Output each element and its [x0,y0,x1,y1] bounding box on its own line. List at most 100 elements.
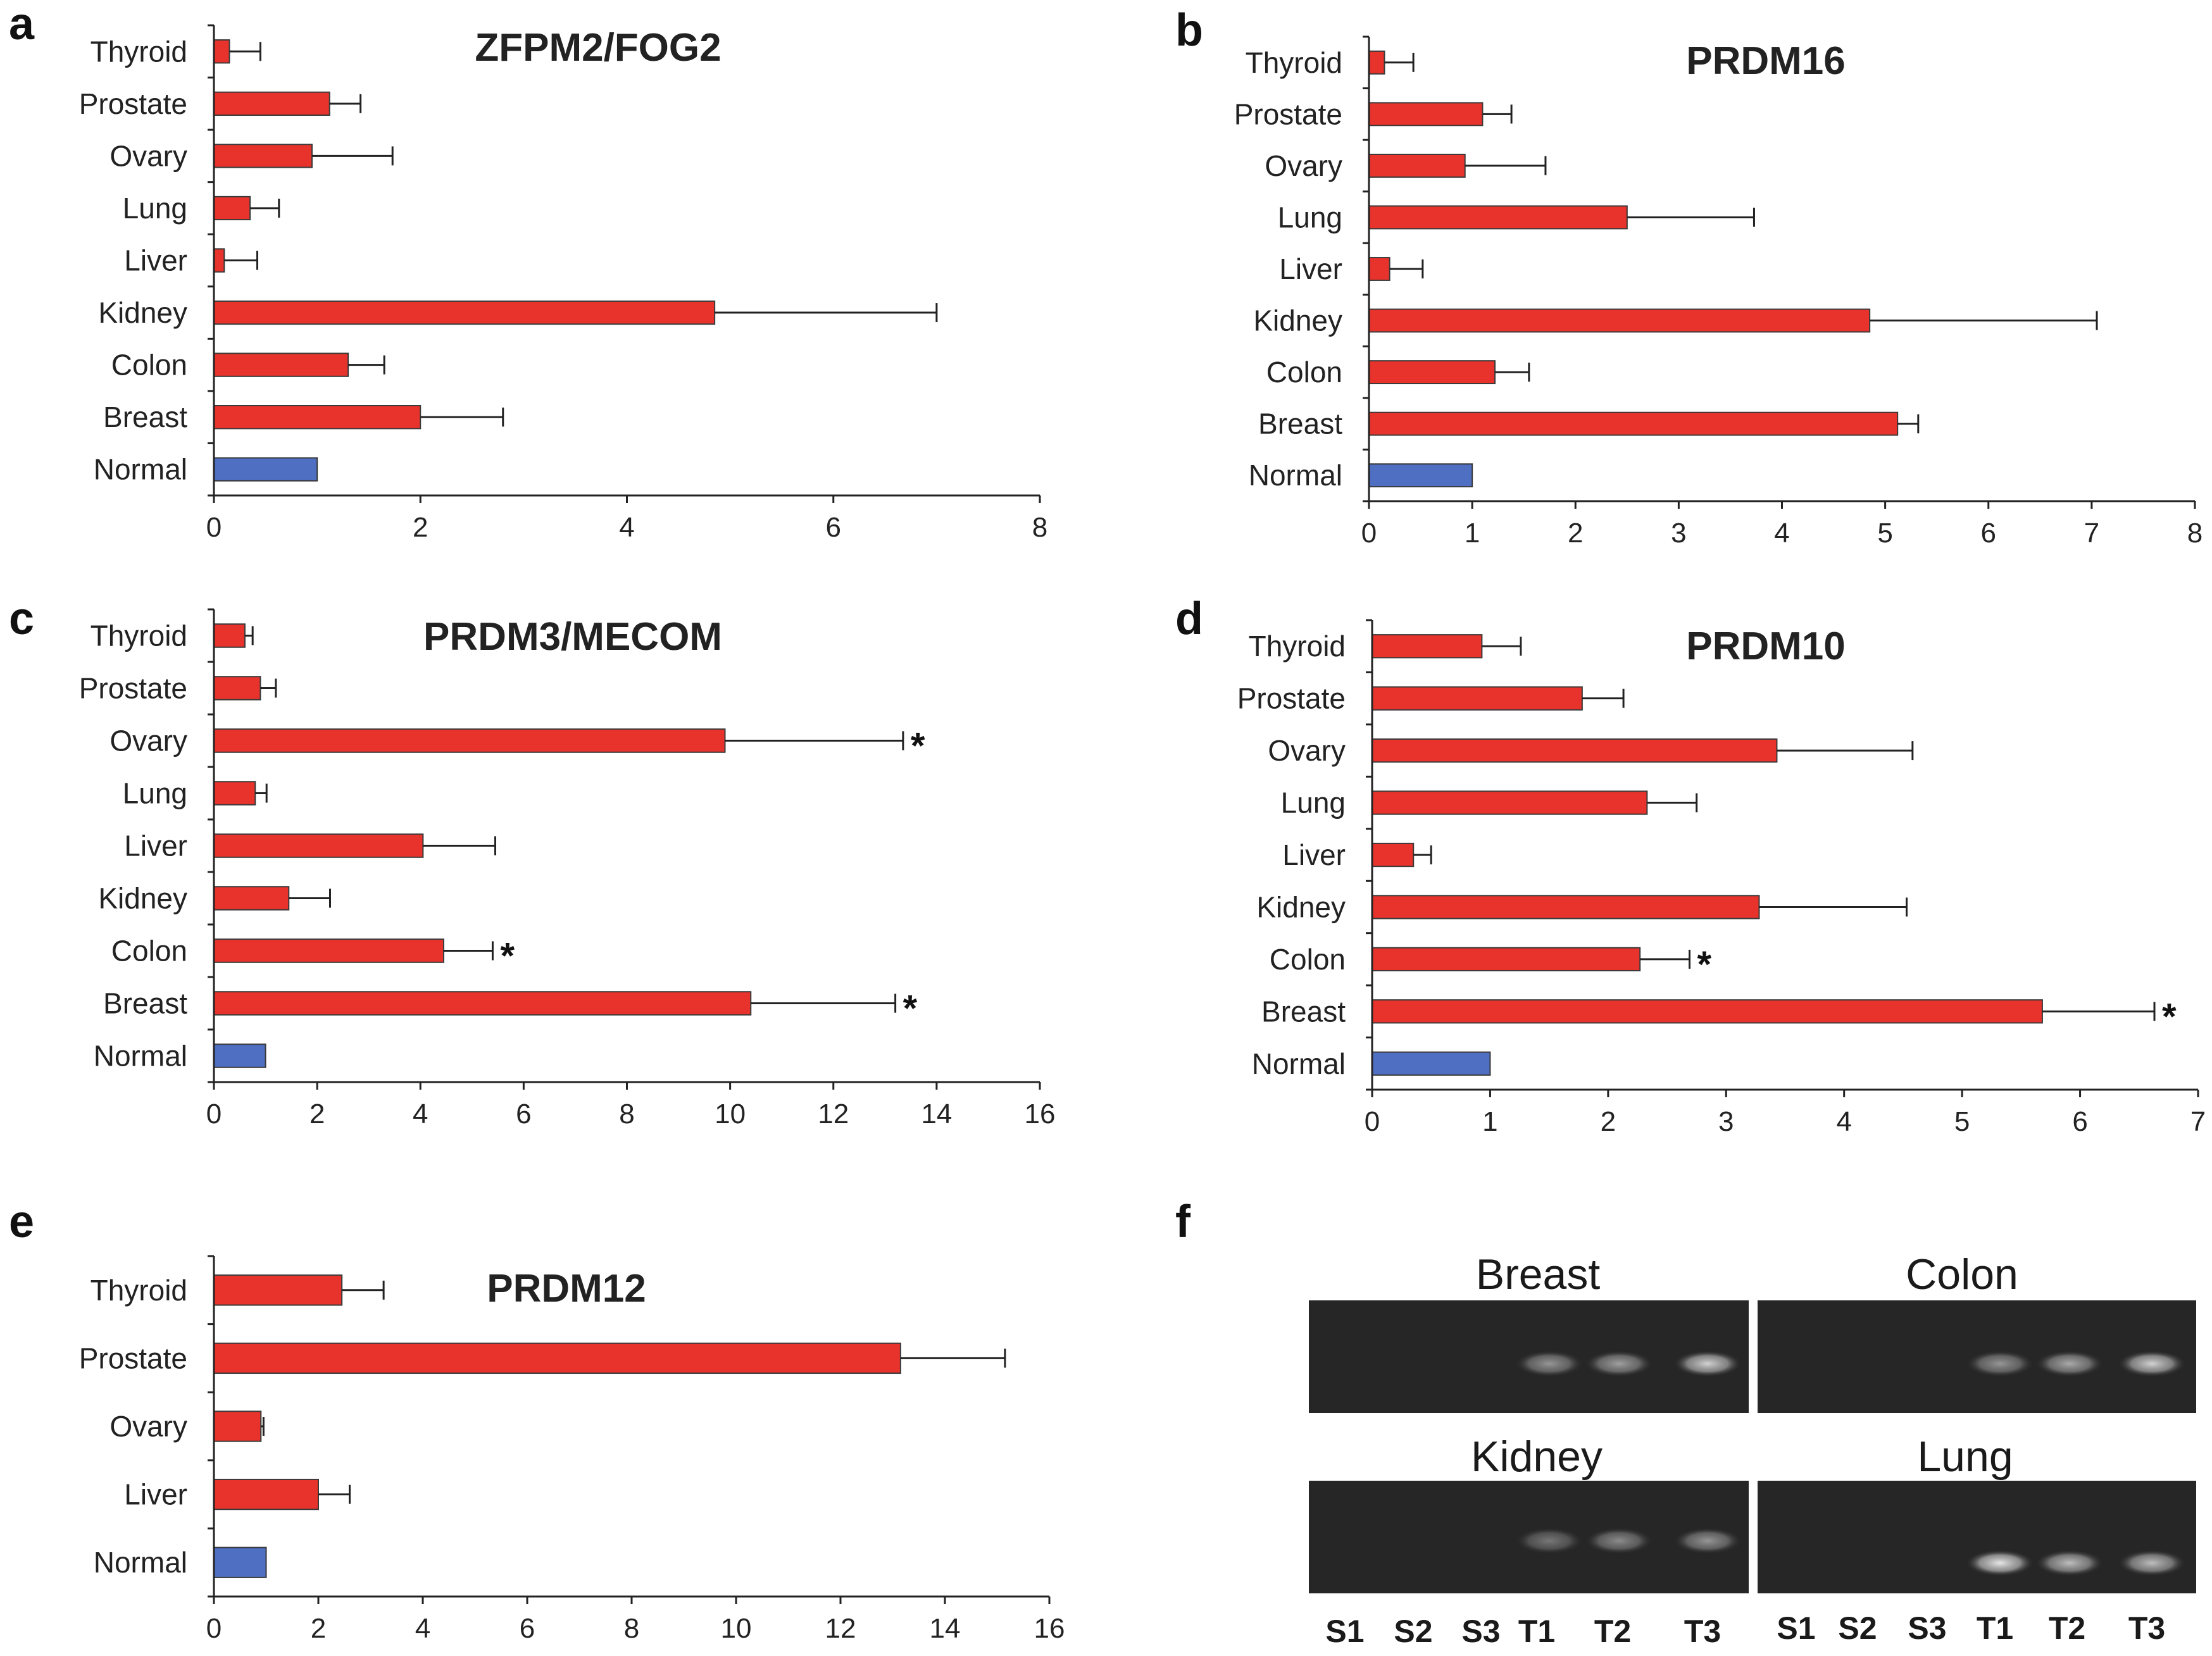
bar [213,886,290,911]
x-tick-label: 12 [825,1613,856,1644]
bar [213,623,246,648]
chart-panel-d: d PRDM10 Thyroid Prostate Ovary Lung Liver Kidn… [1175,594,2206,1137]
x-tick-label: 6 [1981,518,1996,549]
lane-label: T1 [1977,1610,2013,1646]
category-label: Colon [1266,356,1342,389]
bar [213,938,444,963]
category-label: Kidney [98,882,187,915]
panel-letter: b [1175,5,1203,56]
bar [213,144,313,168]
significance-mark: * [500,936,515,977]
category-label: Breast [1258,408,1342,440]
bar [213,1547,267,1578]
category-label: Colon [111,935,187,968]
bar [1372,842,1415,868]
chart-title: PRDM16 [1686,39,1846,83]
bar [1368,360,1496,385]
category-label: Ovary [1268,734,1346,767]
chart-panel-c: c PRDM3/MECOM Thyroid Prostate Ovary * Lung Liv… [9,594,1055,1130]
panel-letter: a [9,0,35,49]
x-tick-label: 8 [1032,512,1047,543]
lane-label: S1 [1325,1614,1364,1649]
bar [213,248,225,273]
x-tick-label: 10 [721,1613,752,1644]
gel-band [1673,1528,1742,1554]
x-tick-label: 6 [826,512,841,543]
category-label: Prostate [79,87,187,120]
category-label: Colon [1270,943,1346,976]
bar [213,352,349,377]
x-tick-label: 8 [619,1099,634,1130]
category-label: Prostate [1234,97,1342,130]
category-label: Kidney [1256,890,1346,923]
bar [213,39,230,64]
x-tick-label: 0 [206,512,222,543]
lane-label: S1 [1777,1610,1815,1646]
bar [1368,50,1385,75]
bar [213,1342,901,1374]
category-label: Kidney [1253,304,1342,337]
bar [1368,153,1466,178]
x-tick-label: 2 [309,1099,325,1130]
lane-label: T3 [1684,1614,1721,1649]
x-tick-label: 2 [311,1613,326,1644]
bar [213,676,261,700]
x-tick-label: 8 [624,1613,639,1644]
category-label: Kidney [98,296,187,329]
bar [213,1274,343,1306]
gel-band [1515,1350,1584,1377]
chart-title: PRDM10 [1686,625,1846,668]
gel-band [2118,1350,2186,1377]
gel-block: Breast [1309,1250,1749,1413]
panel-letter: d [1175,594,1203,644]
category-label: Normal [94,453,187,486]
lane-label: T1 [1518,1614,1555,1649]
bar [1372,1051,1491,1076]
category-label: Prostate [1237,682,1346,715]
bar [1368,257,1390,281]
x-tick-label: 14 [921,1099,952,1130]
category-label: Lung [1278,201,1342,233]
category-label: Ovary [109,725,187,757]
lane-label: T2 [2049,1610,2085,1646]
category-label: Thyroid [1246,46,1342,79]
category-label: Normal [94,1040,187,1073]
category-label: Liver [124,830,187,862]
x-tick-label: 2 [413,512,428,543]
bar [1372,947,1641,972]
chart-panel-e: e PRDM12 Thyroid Prostate Ovary Liver Normal 0 2… [9,1197,1065,1644]
gel-block: Colon [1758,1250,2196,1413]
x-tick-label: 3 [1671,518,1686,549]
lane-label: S2 [1838,1610,1877,1646]
chart-title: PRDM3/MECOM [423,615,722,659]
x-tick-label: 5 [1954,1106,1970,1137]
x-tick-label: 8 [2187,518,2203,549]
gel-band [1585,1350,1653,1377]
x-tick-label: 2 [1568,518,1583,549]
category-label: Prostate [79,672,187,705]
x-tick-label: 0 [206,1613,222,1644]
chart-title: ZFPM2/FOG2 [475,26,721,70]
x-tick-label: 0 [206,1099,222,1130]
category-label: Colon [111,349,187,382]
significance-mark: * [911,726,925,767]
x-tick-label: 16 [1025,1099,1056,1130]
category-label: Thyroid [91,619,187,652]
bar [1368,102,1484,127]
x-tick-label: 4 [413,1099,428,1130]
gel-band [1585,1528,1653,1554]
x-tick-label: 16 [1034,1613,1065,1644]
bar [213,1410,262,1442]
category-label: Thyroid [91,35,187,68]
x-tick-label: 6 [2072,1106,2087,1137]
category-label: Breast [103,987,187,1020]
lane-label: T2 [1594,1614,1631,1649]
gel-band [1515,1528,1584,1554]
bar [1372,790,1648,815]
bar [213,457,318,482]
x-tick-label: 0 [1365,1106,1380,1137]
lane-label: S2 [1394,1614,1432,1649]
bar [213,300,716,325]
lane-label: S3 [1461,1614,1500,1649]
bar [213,1478,319,1510]
